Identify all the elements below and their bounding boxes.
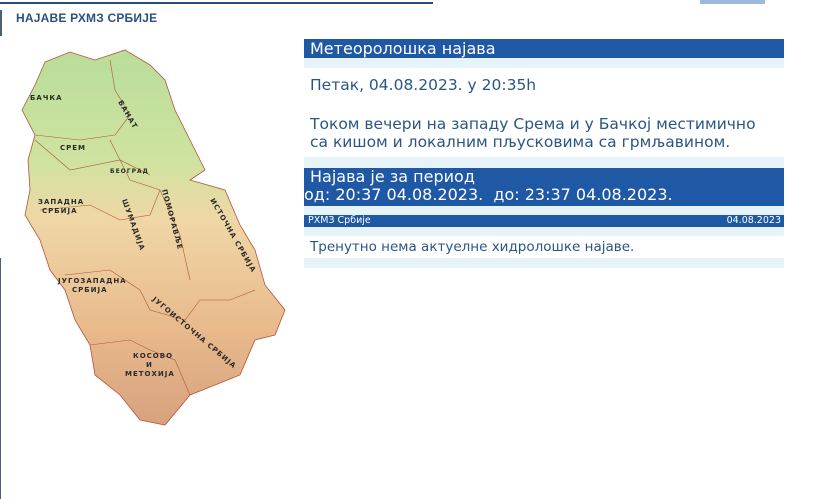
region-label[interactable]: ЗАПАДНА xyxy=(38,198,84,206)
region-label[interactable]: БЕОГРАД xyxy=(110,168,149,175)
period-label: Најава је за период xyxy=(310,167,475,186)
region-label[interactable]: ЈУГОЗАПАДНА xyxy=(57,277,127,285)
left-border-lower xyxy=(0,258,1,499)
band xyxy=(304,157,784,168)
region-label[interactable]: СРЕМ xyxy=(60,144,86,152)
band xyxy=(304,227,784,236)
forecast-period: Најава је за период од: 20:37 04.08.2023… xyxy=(304,168,784,206)
band xyxy=(304,58,784,68)
serbia-region-map[interactable]: БАЧКА БАНАТ СРЕМ БЕОГРАД ЗАПАДНА СРБИЈА … xyxy=(0,40,300,440)
source-bar: РХМЗ Србије 04.08.2023 xyxy=(304,215,784,227)
region-borders xyxy=(34,59,256,396)
band xyxy=(304,206,784,215)
band xyxy=(304,258,784,268)
source-date: 04.08.2023 xyxy=(726,215,781,226)
page-title: НАЈАВЕ РХМЗ СРБИЈЕ xyxy=(16,11,158,25)
region-label[interactable]: СРБИЈА xyxy=(72,286,107,294)
region-label[interactable]: СРБИЈА xyxy=(42,207,77,215)
period-range: од: 20:37 04.08.2023. до: 23:37 04.08.20… xyxy=(304,185,673,204)
region-label[interactable]: И xyxy=(146,361,153,369)
top-divider xyxy=(0,2,433,4)
top-banner-image xyxy=(700,0,765,4)
region-label[interactable]: БАЧКА xyxy=(30,94,63,102)
source-name: РХМЗ Србије xyxy=(308,215,371,226)
forecast-datetime: Петак, 04.08.2023. у 20:35h xyxy=(310,76,537,94)
forecast-text-line2: са кишом и локалним пљусковима са грмљав… xyxy=(310,133,731,151)
map-outline xyxy=(21,49,286,426)
left-border xyxy=(0,10,2,36)
forecast-text-line1: Током вечери на западу Срема и у Бачкој … xyxy=(310,115,756,133)
hydro-status: Тренутно нема актуелне хидролошке најаве… xyxy=(310,239,635,255)
meteo-heading: Метеоролошка најава xyxy=(304,39,784,58)
region-label[interactable]: МЕТОХИЈА xyxy=(125,370,175,378)
region-label[interactable]: КОСОВО xyxy=(133,352,173,360)
